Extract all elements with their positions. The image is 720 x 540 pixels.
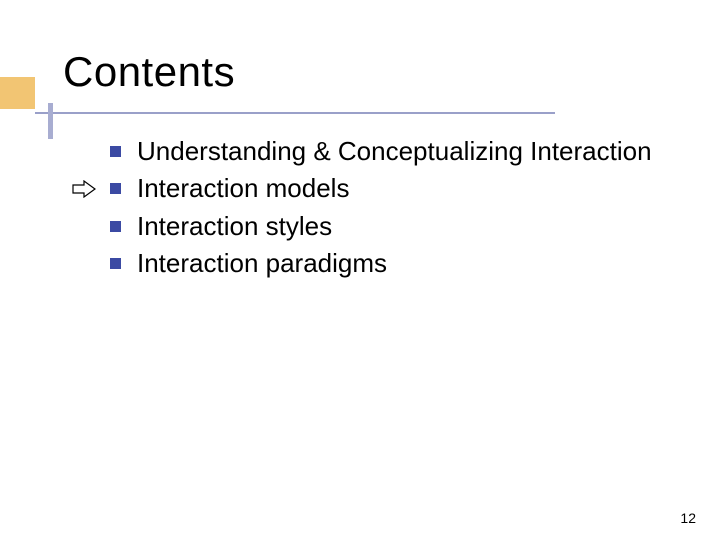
square-bullet-icon: [110, 146, 121, 157]
list-item-label: Interaction paradigms: [137, 247, 387, 280]
contents-list: Understanding & Conceptualizing Interact…: [110, 135, 670, 284]
title-underline: [35, 112, 555, 114]
square-bullet-icon: [110, 258, 121, 269]
accent-vertical-bar: [48, 103, 53, 139]
list-item-label: Interaction styles: [137, 210, 332, 243]
list-item-label: Interaction models: [137, 172, 349, 205]
list-item: Interaction paradigms: [110, 247, 670, 280]
square-bullet-icon: [110, 183, 121, 194]
current-item-arrow-icon: [72, 180, 96, 203]
list-item: Understanding & Conceptualizing Interact…: [110, 135, 670, 168]
list-item: Interaction models: [110, 172, 670, 205]
list-item-label: Understanding & Conceptualizing Interact…: [137, 135, 652, 168]
accent-box: [0, 77, 35, 109]
list-item: Interaction styles: [110, 210, 670, 243]
page-number: 12: [680, 510, 696, 526]
page-title: Contents: [63, 48, 235, 96]
square-bullet-icon: [110, 221, 121, 232]
slide: Contents Understanding & Conceptualizing…: [0, 0, 720, 540]
